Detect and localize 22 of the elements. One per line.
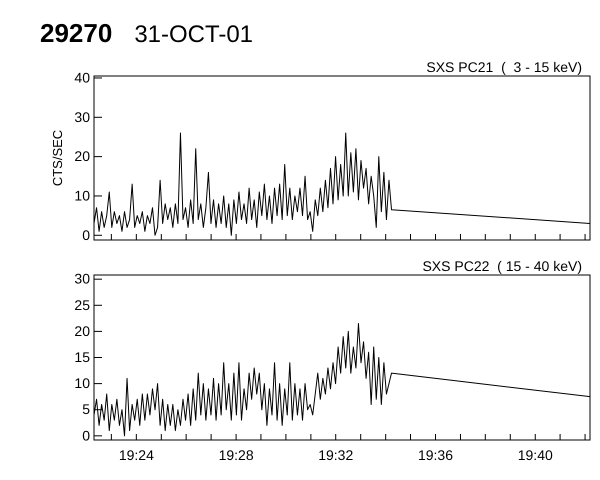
chart-title: SXS PC22 ( 15 - 40 keV)	[422, 258, 582, 274]
y-tick-label: 30	[74, 270, 90, 287]
y-tick-label: 20	[74, 322, 90, 339]
chart-title: SXS PC21 ( 3 - 15 keV)	[426, 59, 582, 75]
text: 31-OCT-01	[134, 21, 254, 48]
y-tick-label: 10	[74, 375, 90, 392]
x-tick-label: 19:32	[318, 446, 354, 463]
text: 29270	[40, 18, 112, 48]
x-tick-label: 19:24	[118, 446, 154, 463]
y-tick-label: 0	[82, 226, 90, 243]
y-tick-label: 20	[74, 148, 90, 164]
y-tick-label: 10	[74, 187, 90, 204]
y-tick-label: 15	[74, 348, 90, 365]
x-tick-label: 19:28	[218, 446, 254, 463]
y-tick-label: 0	[82, 427, 90, 444]
y-axis-title: CTS/SEC	[50, 130, 65, 186]
x-tick-label: 19:40	[518, 446, 553, 463]
y-tick-label: 5	[82, 401, 90, 418]
y-tick-label: 25	[74, 296, 90, 313]
y-tick-label: 30	[74, 108, 90, 125]
y-tick-label: 40	[74, 69, 90, 86]
x-tick-label: 19:36	[418, 446, 454, 463]
